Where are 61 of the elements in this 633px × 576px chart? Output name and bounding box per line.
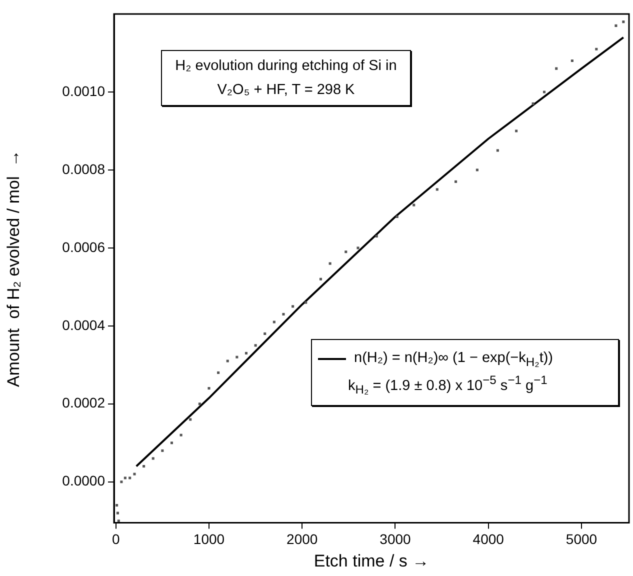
point [555, 67, 558, 70]
x-tick-label: 4000 [472, 531, 504, 548]
point [476, 168, 478, 172]
point [189, 418, 192, 421]
y-tick-label: 0.0004 [62, 316, 106, 333]
point [152, 457, 154, 460]
point [319, 278, 322, 280]
point [142, 464, 146, 468]
point [226, 360, 229, 362]
point [292, 305, 294, 308]
point [412, 204, 416, 206]
point [133, 472, 136, 476]
point [198, 402, 201, 406]
text: H₂ evolution during etching of Si in V₂O₅ + HF, T = 298 K [161, 50, 411, 106]
point [304, 301, 308, 304]
point [217, 371, 220, 374]
x-tick-label: 5000 [566, 531, 598, 548]
y-tick-label: 0.0002 [62, 394, 106, 411]
point [170, 442, 174, 444]
point [344, 250, 348, 254]
point [396, 215, 398, 218]
x-tick-label: 1000 [193, 531, 225, 548]
y-tick-label: 0.0010 [62, 82, 106, 99]
point [282, 312, 285, 316]
point [356, 246, 360, 250]
point [532, 102, 534, 105]
point [128, 476, 132, 480]
point [116, 512, 119, 514]
point [496, 149, 499, 152]
point [622, 20, 625, 24]
y-tick-label: 0.0008 [62, 160, 106, 177]
point [254, 344, 257, 347]
point [454, 180, 458, 183]
point [124, 476, 126, 480]
point [375, 234, 378, 238]
point [116, 504, 118, 507]
annotation: k$_{H₂}$ = (1.9 ± 0.8) x 10$^{−5}$ s$^{−1}$ g$^{−1}$ [347, 372, 548, 397]
point [208, 387, 210, 390]
point [264, 332, 266, 335]
point [117, 520, 120, 522]
point [120, 480, 123, 484]
y-tick-label: 0.0000 [62, 472, 106, 489]
x-tick-label: 2000 [286, 531, 318, 548]
point [595, 48, 598, 50]
point [436, 188, 438, 191]
point [328, 262, 332, 265]
x-tick-label: 3000 [380, 531, 412, 548]
point [161, 449, 164, 452]
point [180, 434, 182, 436]
x-tick-label: 0 [112, 531, 120, 548]
point [542, 90, 546, 94]
legend-label: n(H₂) = n(H₂)∞ (1 − exp(−k$_{H₂}$t)) [354, 350, 553, 369]
point [515, 130, 518, 132]
x-axis-title: Etch time / s → [314, 551, 430, 570]
y-axis-title: Amount of H₂ evolved / mol → [4, 150, 23, 387]
point [614, 24, 618, 27]
point [570, 60, 574, 62]
point [236, 356, 238, 358]
point [244, 352, 248, 354]
point [272, 320, 276, 324]
y-tick-label: 0.0006 [62, 238, 106, 255]
